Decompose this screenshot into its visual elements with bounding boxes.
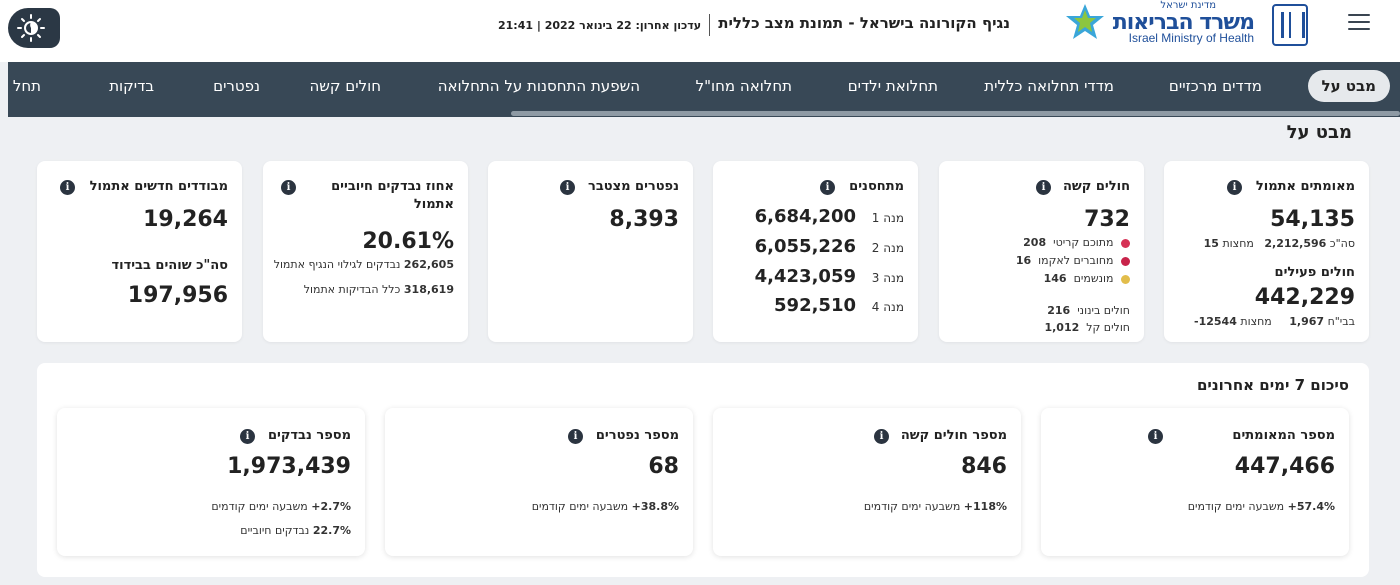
header: מדינת ישראל משרד הבריאות Israel Ministry… xyxy=(0,0,1400,62)
summary-card-deaths: מספר נפטרים i 68 +38.8% משבעה ימים קודמי… xyxy=(385,408,693,556)
hamburger-icon[interactable] xyxy=(1348,14,1370,32)
moh-logo[interactable]: מדינת ישראל משרד הבריאות Israel Ministry… xyxy=(1064,0,1255,50)
dose-1-value: 6,684,200 xyxy=(754,206,856,227)
summary-card-value: 447,466 xyxy=(1234,454,1335,479)
main-nav: מבט על מדדים מרכזיים מדדי תחלואה כללית ת… xyxy=(8,62,1400,117)
summary-card-change: +2.7% משבעה ימים קודמים xyxy=(211,500,351,513)
card-isolation: מבודדים חדשים אתמול i 19,264 סה"כ שוהים … xyxy=(37,161,242,342)
nav-tab-abroad[interactable]: תחלואה מחו"ל xyxy=(695,77,792,95)
moh-logo-hebrew: משרד הבריאות xyxy=(1112,10,1255,35)
isolation-total-value: 197,956 xyxy=(127,283,228,308)
vent-dot-icon xyxy=(1121,274,1130,284)
info-icon[interactable]: i xyxy=(240,429,255,444)
summary-card-title: מספר נבדקים xyxy=(267,428,351,443)
info-icon[interactable]: i xyxy=(60,180,75,195)
summary-card-title: מספר המאומתים xyxy=(1232,428,1335,443)
last-update: עדכון אחרון: 22 בינואר 2022 | 21:41 xyxy=(498,19,702,32)
tested-row: 262,605 נבדקים לגילוי הנגיף אתמול xyxy=(273,258,454,271)
tests-row: 318,619 כלל הבדיקות אתמול xyxy=(303,283,454,296)
nav-tab-general-morbidity[interactable]: מדדי תחלואה כללית xyxy=(984,77,1114,95)
verified-value: 54,135 xyxy=(1270,207,1355,232)
section-title: מבט על xyxy=(1286,122,1352,143)
state-emblem-icon xyxy=(1272,4,1308,46)
ecmo-row: מחוברים לאקמו 16 xyxy=(1016,254,1130,267)
summary-card-verified: מספר המאומתים i 447,466 +57.4% משבעה ימי… xyxy=(1041,408,1349,556)
dose-2-value: 6,055,226 xyxy=(754,236,856,257)
summary-card-title: מספר חולים קשה xyxy=(900,428,1007,443)
nav-tab-key-metrics[interactable]: מדדים מרכזיים xyxy=(1168,77,1262,95)
sun-icon xyxy=(17,14,45,42)
summary-card-change: +118% משבעה ימים קודמים xyxy=(863,500,1007,513)
info-icon[interactable]: i xyxy=(820,180,835,195)
vent-row: מונשמים 146 xyxy=(1044,272,1130,285)
summary-title: סיכום 7 ימים אחרונים xyxy=(1196,376,1349,394)
summary-card-value: 68 xyxy=(648,454,679,479)
nav-tab-overview[interactable]: מבט על xyxy=(1307,70,1390,102)
active-title: חולים פעילים xyxy=(1274,265,1355,280)
summary-card-change: +57.4% משבעה ימים קודמים xyxy=(1187,500,1335,513)
summary-card-severe: מספר חולים קשה i 846 +118% משבעה ימים קו… xyxy=(713,408,1021,556)
positive-pct-value: 20.61% xyxy=(362,229,454,254)
card-title: מתחסנים xyxy=(849,179,904,194)
active-value: 442,229 xyxy=(1254,285,1355,310)
dose-3-value: 4,423,059 xyxy=(754,266,856,287)
card-severe: חולים קשה i 732 מתוכם קריטי 208 מחוברים … xyxy=(939,161,1144,342)
moderate-row: חולים בינוני 216 xyxy=(1047,304,1130,317)
summary-card-positive: 22.7% נבדקים חיוביים xyxy=(240,524,351,537)
severe-value: 732 xyxy=(1084,207,1130,232)
moh-logo-small: מדינת ישראל xyxy=(1160,0,1216,11)
mild-row: חולים קל 1,012 xyxy=(1044,321,1130,334)
verified-total: סה"כ 2,212,596 מחצות 15 xyxy=(1203,237,1355,250)
card-title: חולים קשה xyxy=(1062,179,1130,194)
dose-1-label: מנה 1 xyxy=(871,211,904,225)
dose-3-label: מנה 3 xyxy=(871,271,904,285)
moh-star-icon xyxy=(1066,4,1104,39)
summary-7-days: סיכום 7 ימים אחרונים מספר המאומתים i 447… xyxy=(37,363,1369,577)
nav-scrollbar[interactable] xyxy=(511,111,1400,116)
deaths-value: 8,393 xyxy=(609,207,679,232)
summary-card-title: מספר נפטרים xyxy=(595,428,679,443)
card-vaccinated: מתחסנים i מנה 1 6,684,200 מנה 2 6,055,22… xyxy=(713,161,918,342)
summary-card-value: 846 xyxy=(961,454,1007,479)
info-icon[interactable]: i xyxy=(1036,180,1051,195)
ecmo-dot-icon xyxy=(1121,256,1130,266)
nav-tab-deaths[interactable]: נפטרים xyxy=(213,77,260,95)
isolation-new-value: 19,264 xyxy=(143,207,228,232)
dose-4-label: מנה 4 xyxy=(871,300,904,314)
card-title: מבודדים חדשים אתמול xyxy=(89,179,228,194)
isolation-total-title: סה"כ שוהים בבידוד xyxy=(111,258,228,273)
card-title: נפטרים מצטבר xyxy=(588,179,679,194)
card-positive-pct: אחוז נבדקים חיוביים אתמול i 20.61% 262,6… xyxy=(263,161,468,342)
critical-row: מתוכם קריטי 208 xyxy=(1023,236,1130,249)
card-title: אחוז נבדקים חיוביים אתמול xyxy=(331,179,454,212)
dose-4-value: 592,510 xyxy=(774,295,856,316)
theme-toggle-button[interactable] xyxy=(8,8,60,48)
summary-card-tests: מספר נבדקים i 1,973,439 +2.7% משבעה ימים… xyxy=(57,408,365,556)
card-title: מאומתים אתמול xyxy=(1255,179,1355,194)
info-icon[interactable]: i xyxy=(1148,429,1163,444)
summary-card-change: +38.8% משבעה ימים קודמים xyxy=(531,500,679,513)
summary-card-value: 1,973,439 xyxy=(227,454,351,479)
nav-tab-vaccination-effect[interactable]: השפעת התחסנות על התחלואה xyxy=(437,77,640,95)
info-icon[interactable]: i xyxy=(568,429,583,444)
nav-tab-tests[interactable]: בדיקות xyxy=(109,77,154,95)
nav-tab-truncated[interactable]: תחל xyxy=(12,77,41,95)
dose-2-label: מנה 2 xyxy=(871,241,904,255)
info-icon[interactable]: i xyxy=(1227,180,1242,195)
info-icon[interactable]: i xyxy=(281,180,296,195)
card-deaths: נפטרים מצטבר i 8,393 xyxy=(488,161,693,342)
nav-tab-severe[interactable]: חולים קשה xyxy=(309,77,381,95)
nav-tab-children[interactable]: תחלואת ילדים xyxy=(847,77,938,95)
active-hosp: בבי"ח 1,967 מחצות -12544 xyxy=(1194,315,1355,328)
page-title: נגיף הקורונה בישראל - תמונת מצב כללית xyxy=(718,14,1010,32)
moh-logo-english: Israel Ministry of Health xyxy=(1128,31,1254,45)
critical-dot-icon xyxy=(1121,238,1130,248)
card-verified-yesterday: מאומתים אתמול i 54,135 סה"כ 2,212,596 מח… xyxy=(1164,161,1369,342)
info-icon[interactable]: i xyxy=(874,429,889,444)
header-divider xyxy=(709,14,710,36)
info-icon[interactable]: i xyxy=(560,180,575,195)
